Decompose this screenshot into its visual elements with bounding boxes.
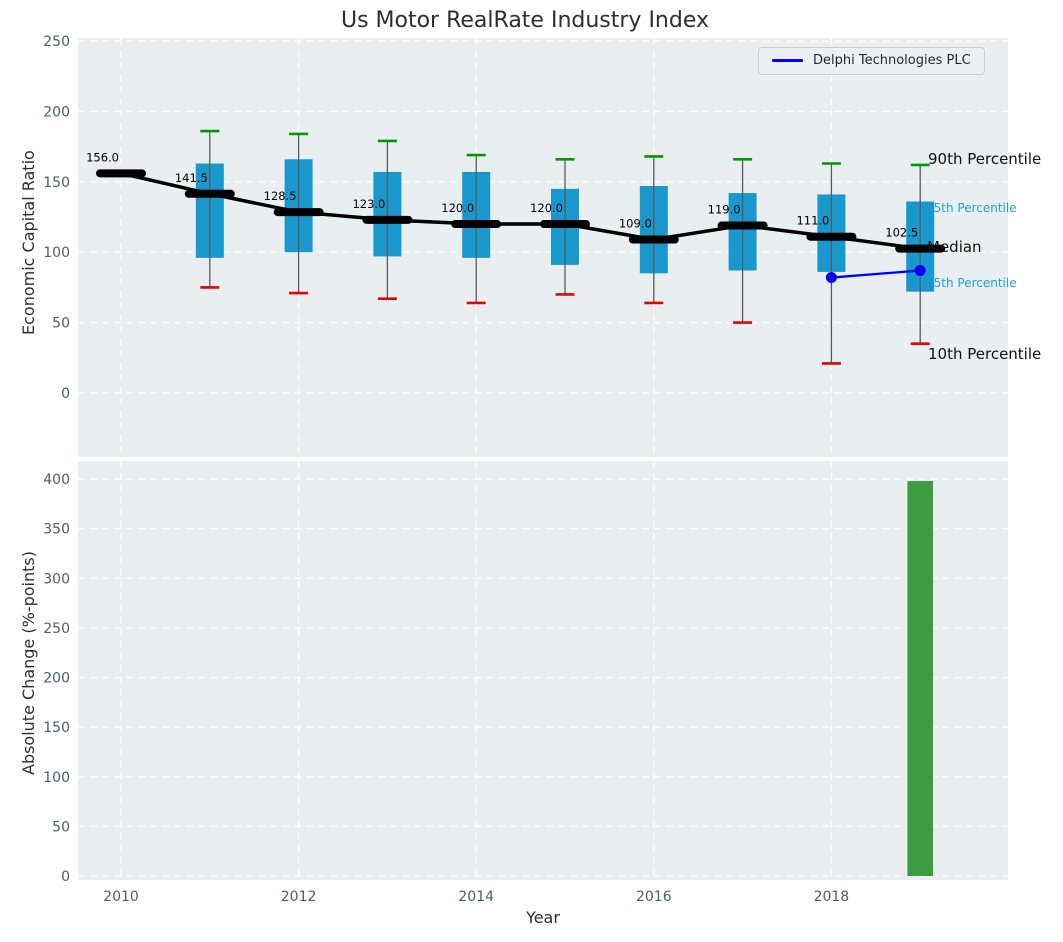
median-value-label: 156.0 [86,150,119,164]
xtick-label: 2018 [814,889,850,905]
median-value-label: 120.0 [441,201,474,215]
ytick-label-bottom: 100 [43,770,70,786]
legend: Delphi Technologies PLC [758,47,985,75]
median-value-label: 123.0 [352,197,385,211]
xtick-label: 2014 [458,889,494,905]
company-point [914,265,926,277]
ytick-label-bottom: 0 [61,869,70,885]
ytick-label-top: 150 [43,175,70,191]
ytick-label-bottom: 200 [43,671,70,687]
median-value-label: 109.0 [619,217,652,231]
median-value-label: 102.5 [885,226,918,240]
median-line [120,171,921,251]
legend-line-icon [772,59,803,62]
x-axis-label: Year [526,908,560,927]
company-line [831,269,921,279]
median-value-label: 120.0 [530,201,563,215]
xtick-label: 2012 [281,889,317,905]
ytick-label-bottom: 150 [43,720,70,736]
ytick-label-bottom: 250 [43,621,70,637]
ytick-label-top: 50 [52,316,70,332]
page-title: Us Motor RealRate Industry Index [340,8,710,33]
annotation-25th-percentile: 25th Percentile [926,276,1017,290]
ytick-label-bottom: 300 [43,571,70,587]
legend-label: Delphi Technologies PLC [813,53,971,68]
ytick-label-top: 0 [61,386,70,402]
company-point [825,272,837,284]
median-value-label: 128.5 [264,189,297,203]
change-bar [907,480,933,876]
annotation-90th-percentile: 90th Percentile [928,150,1041,168]
bottom-y-axis-label: Absolute Change (%-points) [19,551,38,775]
top-y-axis-label: Economic Capital Ratio [19,150,38,335]
median-value-label: 119.0 [708,202,741,216]
xtick-label: 2010 [103,889,139,905]
plot-area-bottom [78,461,1008,880]
ytick-label-bottom: 50 [52,819,70,835]
median-value-label: 111.0 [796,214,829,228]
annotation-75th-percentile: 75th Percentile [926,201,1017,215]
annotation-median: Median [927,238,982,256]
ytick-label-bottom: 400 [43,472,70,488]
ytick-label-top: 250 [43,34,70,50]
annotation-10th-percentile: 10th Percentile [928,345,1041,363]
ytick-label-top: 100 [43,245,70,261]
ytick-label-top: 200 [43,104,70,120]
xtick-label: 2016 [636,889,672,905]
plot-area-top [78,38,1008,457]
ytick-label-bottom: 350 [43,522,70,538]
median-value-label: 141.5 [175,171,208,185]
